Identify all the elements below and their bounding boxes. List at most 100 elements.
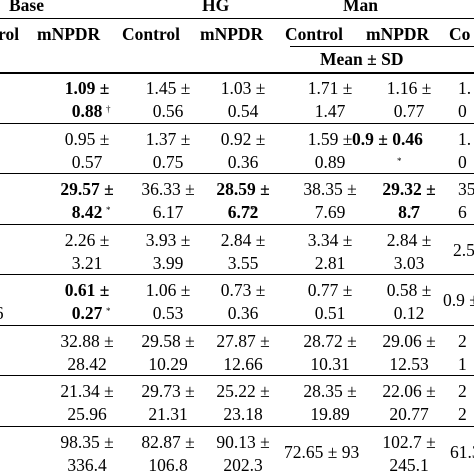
table-cell: 0.51: [314, 303, 346, 323]
table-cell: 245.1: [389, 454, 429, 474]
table-cell: 25.22 ±: [216, 381, 270, 401]
table-cell: 0.88: [71, 101, 103, 121]
table-cell: 3.55: [227, 252, 259, 273]
row-rule: [0, 122, 474, 124]
table-cell: 29.32 ±: [382, 179, 436, 199]
table-cell: 0.57: [71, 151, 103, 172]
table-cell: 0.61 ±: [64, 280, 110, 300]
table-cell: 3.21: [71, 252, 103, 273]
group-header-hg: HG: [202, 0, 230, 15]
table-cell: 19.89: [310, 404, 350, 424]
table-cell: 106.8: [148, 454, 188, 474]
table-cell: 2.81: [314, 252, 346, 273]
table-cell: 8.42: [71, 202, 103, 222]
table-cell: 29.57 ±: [60, 179, 114, 199]
table-cell: 0: [458, 151, 467, 172]
table-cell: 2: [458, 381, 467, 401]
table-cell: 0.77 ±: [307, 280, 353, 300]
table-cell: 72.65 ± 93: [284, 441, 360, 462]
table-cell: 0.95 ±: [64, 128, 110, 149]
column-header-control-man: Control: [285, 24, 344, 44]
table-cell: 29.58 ±: [141, 330, 195, 351]
significance-mark: *: [106, 205, 111, 215]
table-cell: 0.56: [152, 101, 184, 121]
table-cell: 2: [458, 404, 467, 424]
table-cell: 20.77: [389, 404, 429, 424]
table-cell: 2: [458, 330, 467, 351]
table-cell: 1.45 ±: [145, 78, 191, 98]
table-cell: 0.9 ± 0.46: [352, 128, 423, 149]
table-cell: 1.71 ±: [307, 78, 353, 98]
table-cell: 8.7: [398, 202, 420, 222]
column-header-control-next: Co: [449, 24, 471, 44]
table-cell: 0.54: [227, 101, 259, 121]
table-cell: 82.87 ±: [141, 431, 195, 452]
table-cell: 0.53: [152, 303, 184, 323]
table-cell: 0.75: [152, 151, 184, 172]
significance-mark: †: [106, 104, 111, 114]
column-header-control-hg: Control: [122, 24, 181, 44]
row-rule: [0, 324, 474, 326]
table-cell: 0.58 ±: [386, 280, 432, 300]
header-rule: [0, 18, 474, 19]
table-cell: 3.03: [393, 252, 425, 273]
table-cell: 61.3: [450, 441, 474, 462]
table-cell: 1.: [458, 78, 472, 98]
table-cell: 6.17: [152, 202, 184, 222]
table-cell: 28.42: [67, 353, 107, 374]
significance-mark: *: [106, 306, 111, 316]
table-cell: 25.96: [67, 404, 107, 424]
table-cell: 29.06 ±: [382, 330, 436, 351]
table-cell: 6.72: [227, 202, 259, 222]
table-cell: 0.36: [227, 303, 259, 323]
table-cell: 90.13 ±: [216, 431, 270, 452]
table-cell: 3.99: [152, 252, 184, 273]
table-cell: 0: [458, 101, 467, 121]
table-cell: 1.59 ±: [307, 128, 353, 149]
subheader-mean-sd: Mean ± SD: [320, 49, 404, 69]
table-cell: 2.26 ±: [64, 229, 110, 250]
table-cell: 0.89: [314, 151, 346, 172]
table-cell: 23.18: [223, 404, 263, 424]
row-rule: [0, 72, 474, 74]
table-cell: 98.35 ±: [60, 431, 114, 452]
group-header-man: Man: [343, 0, 378, 15]
column-header-mnpdr-base: mNPDR: [37, 24, 101, 44]
table-cell: 0.9 ±: [443, 290, 474, 310]
table-cell: 10.31: [310, 353, 350, 374]
table-cell: 12.66: [223, 353, 263, 374]
table-cell: 36.33 ±: [141, 179, 195, 199]
table-cell: 1.47: [314, 101, 346, 121]
table-cell: 336.4: [67, 454, 107, 474]
table-cell: 29.73 ±: [141, 381, 195, 401]
table-cell: 66: [0, 303, 4, 323]
table-cell: 6: [458, 202, 467, 222]
row-rule: [0, 425, 474, 427]
column-header-mnpdr-man: mNPDR: [366, 24, 430, 44]
table-cell: 7.69: [314, 202, 346, 222]
table-cell: 21.31: [148, 404, 188, 424]
table-cell: 28.35 ±: [303, 381, 357, 401]
table-cell: 1.06 ±: [145, 280, 191, 300]
table-cell: 1.37 ±: [145, 128, 191, 149]
table-cell: 3.34 ±: [307, 229, 353, 250]
significance-mark: *: [397, 155, 402, 166]
table-cell: 0.77: [393, 101, 425, 121]
row-rule: [0, 274, 474, 275]
table-cell: 2.84 ±: [386, 229, 432, 250]
table-cell: 35: [458, 179, 474, 199]
significance-mark: **: [246, 205, 255, 215]
table-cell: 28.59 ±: [216, 179, 270, 199]
table-cell: 0.36: [227, 151, 259, 172]
row-rule: [0, 375, 474, 376]
table-cell: 10.29: [148, 353, 188, 374]
table-cell: 1.16 ±: [386, 78, 432, 98]
significance-mark: *: [410, 205, 415, 215]
table-cell: 38.35 ±: [303, 179, 357, 199]
group-header-base: Base: [9, 0, 44, 15]
table-cell: 2.5: [453, 239, 474, 260]
table-cell: 1.09 ±: [64, 78, 110, 98]
table-cell: 27.87 ±: [216, 330, 270, 351]
table-cell: 3.93 ±: [145, 229, 191, 250]
